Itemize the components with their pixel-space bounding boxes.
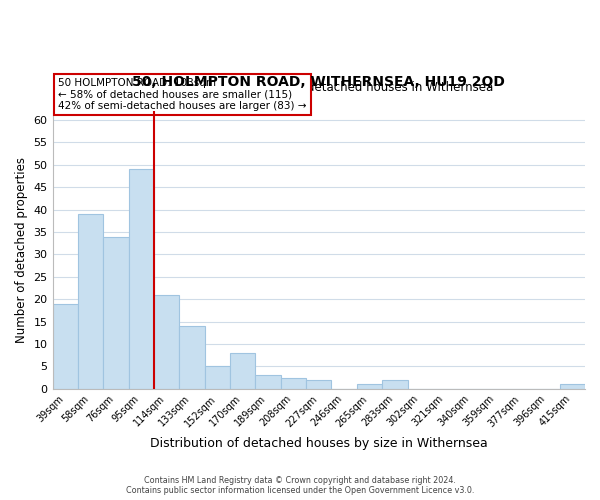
Text: Size of property relative to detached houses in Withernsea: Size of property relative to detached ho… [145,82,493,94]
Bar [306,380,331,389]
Bar [53,304,78,389]
Bar [205,366,230,389]
Bar [103,236,128,389]
Bar [78,214,103,389]
Bar [154,294,179,389]
Text: 50 HOLMPTON ROAD: 103sqm
← 58% of detached houses are smaller (115)
42% of semi-: 50 HOLMPTON ROAD: 103sqm ← 58% of detach… [58,78,307,111]
Bar [230,353,256,389]
Bar [179,326,205,389]
Bar [256,376,281,389]
Y-axis label: Number of detached properties: Number of detached properties [15,157,28,343]
Bar [382,380,407,389]
Bar [357,384,382,389]
Bar [560,384,585,389]
Bar [281,378,306,389]
Bar [128,170,154,389]
Title: 50, HOLMPTON ROAD, WITHERNSEA, HU19 2QD: 50, HOLMPTON ROAD, WITHERNSEA, HU19 2QD [133,75,505,89]
X-axis label: Distribution of detached houses by size in Withernsea: Distribution of detached houses by size … [150,437,488,450]
Text: Contains HM Land Registry data © Crown copyright and database right 2024.
Contai: Contains HM Land Registry data © Crown c… [126,476,474,495]
